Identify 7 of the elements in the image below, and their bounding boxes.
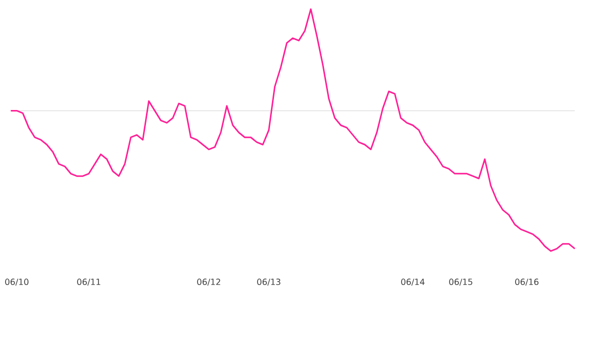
- x-tick-label: 06/16: [515, 278, 538, 286]
- x-tick-label: 06/10: [5, 278, 28, 286]
- x-tick-label: 06/14: [401, 278, 425, 286]
- x-tick-label: 06/15: [449, 278, 472, 286]
- x-tick-label: 06/13: [257, 278, 280, 286]
- x-tick-label: 06/11: [77, 278, 100, 286]
- x-tick-label: 06/12: [197, 278, 220, 286]
